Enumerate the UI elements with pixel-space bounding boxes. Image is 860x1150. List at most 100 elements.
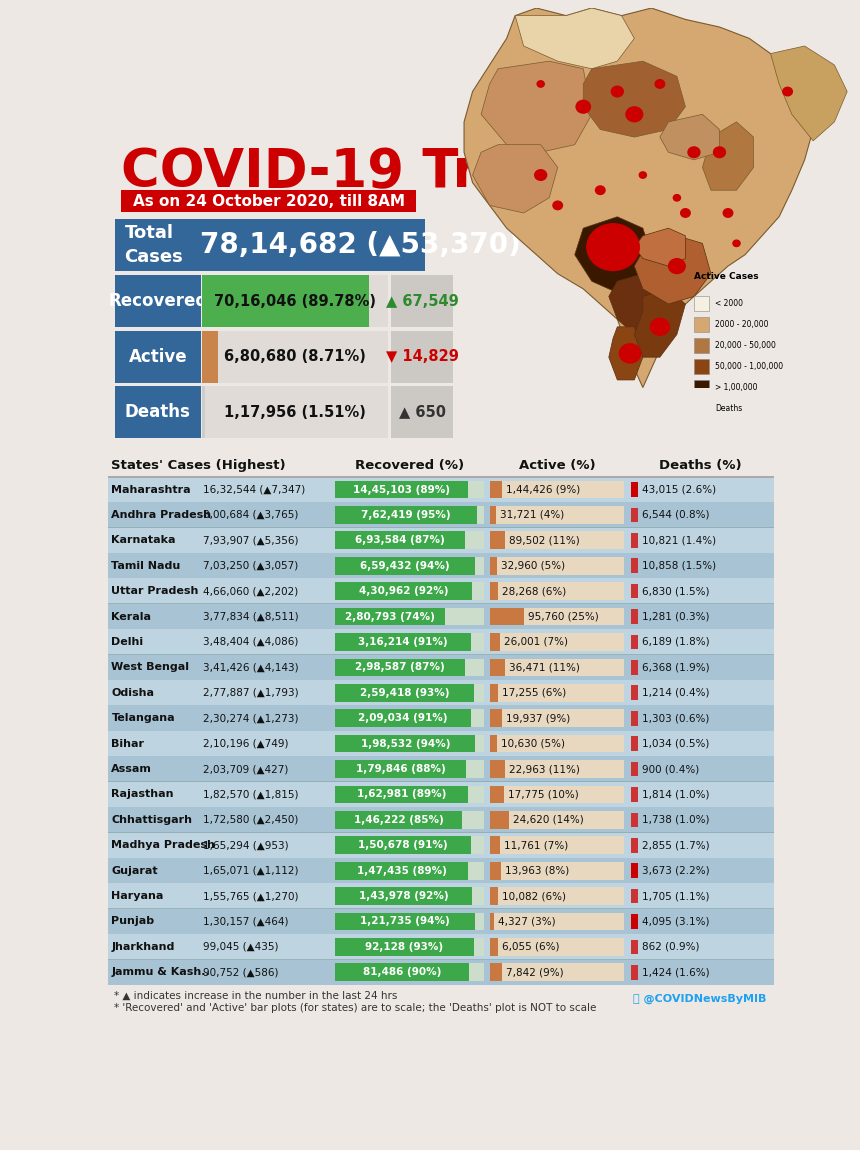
Text: 19,937 (9%): 19,937 (9%) [507,713,570,723]
Bar [335,861,484,880]
Bar [108,908,774,934]
Bar [335,811,484,829]
Text: Jharkhand: Jharkhand [112,942,175,952]
Text: 95,760 (25%): 95,760 (25%) [527,612,599,621]
Text: 6,59,432 (94%): 6,59,432 (94%) [360,561,450,570]
Bar [490,634,500,651]
Bar [630,711,638,726]
Bar [335,913,484,930]
Text: 36,471 (11%): 36,471 (11%) [509,662,580,673]
Bar [490,634,624,651]
Text: 7,03,250 (▲3,057): 7,03,250 (▲3,057) [203,561,298,570]
Bar [490,964,624,981]
Polygon shape [703,122,753,190]
Bar [335,887,484,905]
Text: 900 (0.4%): 900 (0.4%) [642,764,699,774]
Text: Active (%): Active (%) [519,459,595,471]
Bar [108,476,774,477]
Text: 1,65,071 (▲1,112): 1,65,071 (▲1,112) [203,866,298,875]
Text: Assam: Assam [112,764,152,774]
Text: Karnataka: Karnataka [112,536,176,545]
Polygon shape [635,289,685,358]
Text: 3,77,834 (▲8,511): 3,77,834 (▲8,511) [203,612,298,621]
Bar [202,330,388,383]
Text: 31,721 (4%): 31,721 (4%) [500,509,564,520]
Text: 10,082 (6%): 10,082 (6%) [502,891,566,902]
Bar [108,705,774,731]
Bar [630,532,638,547]
Polygon shape [771,46,847,140]
Text: 6,80,680 (8.71%): 6,80,680 (8.71%) [224,350,366,365]
Bar [490,760,624,777]
Circle shape [650,319,669,336]
Bar [335,481,468,498]
Text: Jammu & Kash..: Jammu & Kash.. [112,967,210,978]
Bar [202,386,205,438]
Text: 1,034 (0.5%): 1,034 (0.5%) [642,738,709,749]
Bar [335,684,474,702]
Text: 22,963 (11%): 22,963 (11%) [509,764,580,774]
Bar [630,864,638,877]
Text: Kerala: Kerala [112,612,151,621]
Text: Total
Cases: Total Cases [125,224,183,266]
Bar [630,914,638,929]
Bar [108,959,774,986]
Bar [490,836,500,854]
Bar [490,785,624,804]
Circle shape [619,344,641,363]
Bar [490,582,624,600]
Text: ▲ 67,549: ▲ 67,549 [386,293,458,308]
Text: 10,821 (1.4%): 10,821 (1.4%) [642,536,716,545]
Text: 1,44,426 (9%): 1,44,426 (9%) [507,484,580,494]
Polygon shape [574,216,651,292]
Bar [490,481,624,498]
Bar [108,934,774,959]
Bar [490,659,624,676]
Circle shape [668,259,685,274]
Circle shape [553,201,562,209]
Bar [630,813,638,827]
Bar [490,760,505,777]
Bar [108,883,774,909]
Bar [108,528,774,553]
Bar [490,531,624,550]
Text: 26,001 (7%): 26,001 (7%) [504,637,568,647]
Bar [108,680,774,705]
Bar [490,684,498,702]
Bar [490,710,502,727]
Text: 20,000 - 50,000: 20,000 - 50,000 [716,340,776,350]
Bar [108,578,774,604]
Text: 7,842 (9%): 7,842 (9%) [507,967,564,978]
Bar [490,607,524,626]
Text: 1,79,846 (88%): 1,79,846 (88%) [356,764,445,774]
Bar [391,275,453,328]
Text: 2,855 (1.7%): 2,855 (1.7%) [642,841,709,850]
Polygon shape [635,228,685,266]
Bar [335,760,484,777]
Bar [490,607,624,626]
Text: 1,72,580 (▲2,450): 1,72,580 (▲2,450) [203,815,298,825]
Text: Chhattisgarh: Chhattisgarh [112,815,193,825]
Bar [335,582,472,600]
Bar [115,386,200,438]
Text: 1,21,735 (94%): 1,21,735 (94%) [360,917,450,927]
Bar [335,760,466,777]
Bar [108,553,774,578]
Bar [490,913,494,930]
Bar [335,938,474,956]
Text: 6,055 (6%): 6,055 (6%) [502,942,560,952]
Bar [490,861,501,880]
Bar [335,861,468,880]
Text: 78,14,682 (▲53,370): 78,14,682 (▲53,370) [200,231,521,259]
Bar [630,685,638,700]
Circle shape [576,100,591,113]
Text: * 'Recovered' and 'Active' bar plots (for states) are to scale; the 'Deaths' plo: * 'Recovered' and 'Active' bar plots (fo… [114,1004,596,1013]
Text: 99,045 (▲435): 99,045 (▲435) [203,942,279,952]
Circle shape [538,81,544,87]
Bar [694,338,709,353]
Text: * ▲ indicates increase in the number in the last 24 hrs: * ▲ indicates increase in the number in … [114,991,397,1002]
Polygon shape [515,8,635,69]
Bar [335,634,484,651]
Text: Telangana: Telangana [112,713,175,723]
Bar [490,684,624,702]
